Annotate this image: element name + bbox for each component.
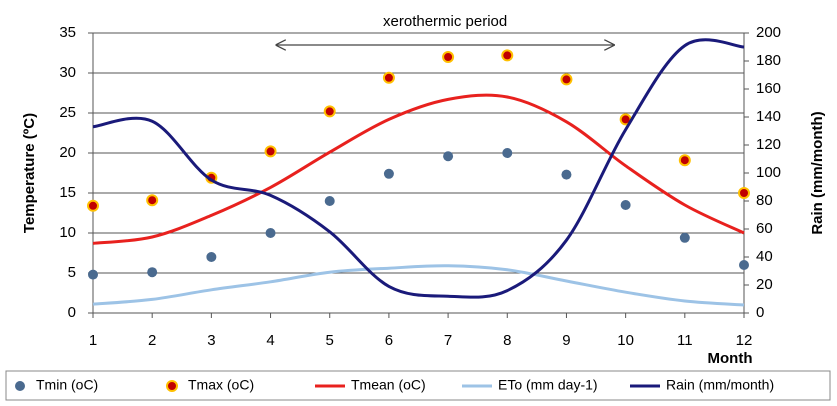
data-point [323, 105, 336, 118]
data-point [679, 232, 690, 243]
x-axis-title: Month [708, 350, 753, 367]
x-tick-label: 6 [385, 332, 393, 349]
y2-tick-label: 60 [756, 220, 773, 237]
y-tick-label: 5 [68, 264, 76, 281]
data-point [383, 168, 394, 179]
y2-axis-title: Rain (mm/month) [809, 111, 826, 234]
data-point [560, 73, 573, 86]
y-axis-title: Temperature (ºC) [21, 113, 38, 233]
y-tick-label: 20 [59, 144, 76, 161]
line-series [92, 93, 745, 245]
legend-label: Tmax (oC) [188, 377, 254, 393]
y-tick-label: 25 [59, 104, 76, 121]
x-tick-label: 2 [148, 332, 156, 349]
legend-label: Tmin (oC) [36, 377, 98, 393]
x-tick-label: 8 [503, 332, 511, 349]
data-point [678, 154, 691, 167]
legend-label: Tmean (oC) [351, 377, 426, 393]
line-series [92, 264, 745, 307]
legend-marker [166, 380, 178, 392]
data-point [443, 151, 454, 162]
x-tick-label: 4 [266, 332, 274, 349]
data-point [88, 269, 98, 280]
legend-item: Tmin (oC) [15, 377, 98, 393]
legend-item: ETo (mm day-1) [462, 377, 598, 393]
x-tick-label: 11 [677, 332, 693, 349]
data-point [501, 49, 514, 62]
legend-label: ETo (mm day-1) [498, 377, 598, 393]
y2-tick-label: 160 [756, 80, 781, 97]
y2-tick-label: 40 [756, 248, 773, 265]
data-point [147, 267, 158, 278]
x-tick-label: 7 [444, 332, 452, 349]
y2-tick-label: 20 [756, 276, 773, 293]
legend-label: Rain (mm/month) [666, 377, 774, 393]
y2-tick-label: 0 [756, 304, 764, 321]
x-tick-label: 3 [207, 332, 215, 349]
x-tick-label: 5 [326, 332, 334, 349]
data-point [206, 252, 217, 262]
x-tick-label: 12 [736, 332, 753, 349]
data-point [620, 200, 631, 210]
data-point [442, 51, 455, 63]
y-tick-label: 35 [59, 24, 76, 41]
data-point [561, 169, 572, 180]
y2-tick-label: 120 [756, 136, 781, 153]
legend-item: Rain (mm/month) [630, 377, 774, 393]
y2-tick-label: 180 [756, 52, 781, 69]
data-point [264, 145, 277, 158]
legend-marker [15, 381, 25, 391]
x-tick-label: 9 [562, 332, 570, 349]
data-point [265, 228, 276, 238]
y2-tick-label: 80 [756, 192, 773, 209]
y-tick-label: 0 [68, 304, 76, 321]
x-tick-label: 10 [617, 332, 634, 349]
annotation-text: xerothermic period [383, 13, 507, 30]
data-point [146, 194, 159, 207]
y2-tick-label: 100 [756, 164, 781, 181]
legend-item: Tmax (oC) [166, 377, 254, 393]
line-series [92, 38, 745, 299]
data-point [324, 196, 335, 206]
x-tick-label: 1 [89, 332, 97, 349]
data-point [502, 148, 513, 158]
y-tick-label: 10 [59, 224, 76, 241]
data-point [739, 260, 749, 270]
y-tick-label: 30 [59, 64, 76, 81]
y-tick-label: 15 [59, 184, 76, 201]
legend-box [5, 370, 831, 401]
data-point [382, 71, 395, 84]
y2-tick-label: 140 [756, 108, 781, 125]
data-point [87, 199, 99, 212]
legend-item: Tmean (oC) [315, 377, 426, 393]
y2-tick-label: 200 [756, 24, 781, 41]
data-point [738, 187, 750, 199]
